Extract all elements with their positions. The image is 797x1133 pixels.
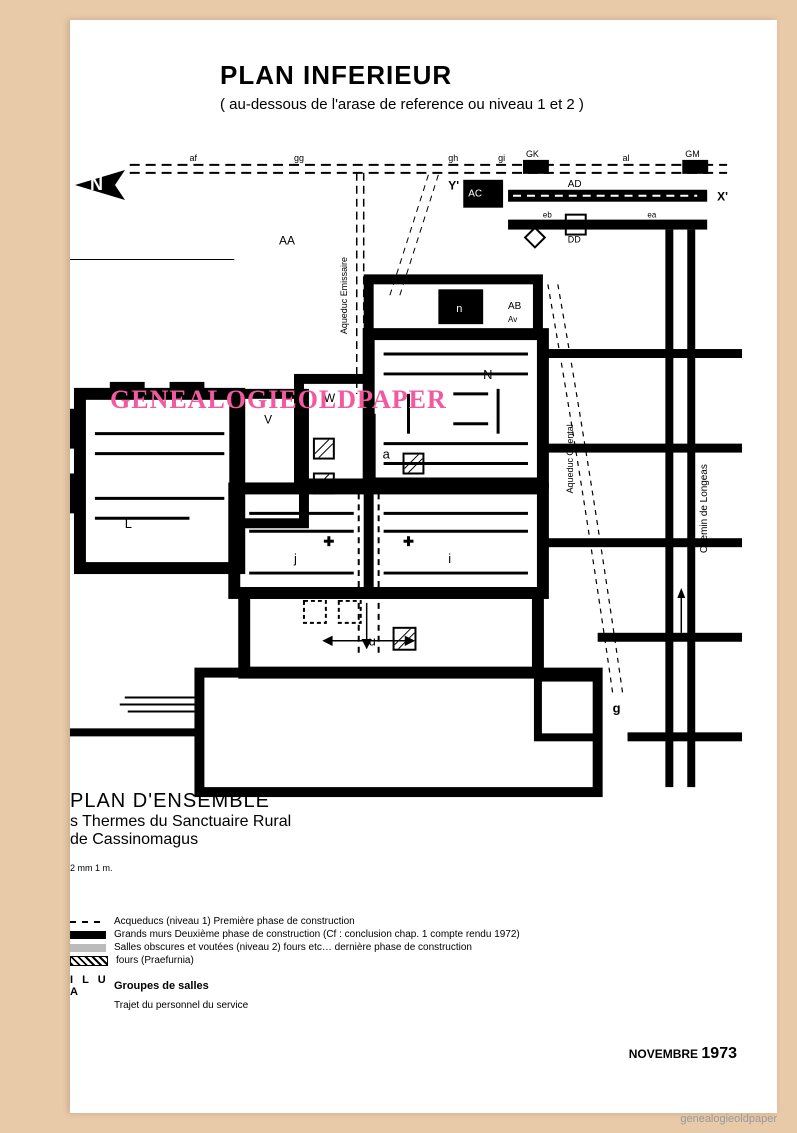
legend-swatch-dash [70,921,106,923]
footer-credit: genealogieoldpaper [680,1113,777,1125]
svg-text:Aqueduc Emissaire: Aqueduc Emissaire [339,257,349,334]
legend-swatch-grey [70,944,106,952]
svg-text:gg: gg [294,153,304,163]
svg-text:n: n [456,303,462,315]
svg-text:a: a [383,447,391,462]
legend: Acqueducs (niveau 1) Première phase de c… [70,916,520,1013]
svg-text:GM: GM [685,149,699,159]
watermark: GENEALOGIEOLDPAPER [110,385,447,415]
svg-text:Av: Av [508,315,517,324]
title-block: PLAN INFERIEUR ( au-dessous de l'arase d… [220,60,737,115]
ensemble-line3: de Cassinomagus [70,831,291,849]
svg-text:X': X' [717,190,728,204]
scale-note: 2 mm 1 m. [70,863,291,873]
ensemble-line1: PLAN D'ENSEMBLE [70,790,291,813]
svg-text:AC: AC [468,189,482,200]
svg-text:AA: AA [279,234,295,248]
svg-text:GK: GK [526,149,539,159]
legend-groups-label: I L U A [70,974,114,998]
svg-text:ea: ea [647,211,656,220]
ensemble-line2: s Thermes du Sanctuaire Rural [70,813,291,831]
svg-text:AB: AB [508,301,522,312]
plan-title: PLAN INFERIEUR [220,60,737,91]
svg-text:DD: DD [568,235,581,245]
svg-text:g: g [613,700,621,715]
legend-swatch-hatch [70,956,108,966]
svg-text:j: j [293,551,297,566]
svg-text:eb: eb [543,211,552,220]
svg-text:AD: AD [568,179,582,190]
svg-text:gi: gi [498,153,505,163]
legend-swatch-thick [70,931,106,939]
svg-text:gh: gh [448,153,458,163]
svg-text:i: i [448,551,451,566]
svg-text:al: al [623,153,630,163]
floor-plan: af gg gh gi al GK GM AC AD X' Y' [70,135,747,903]
date: NOVEMBRE 1973 [629,1045,737,1063]
ensemble-title-block: PLAN D'ENSEMBLE s Thermes du Sanctuaire … [70,790,291,873]
svg-text:Y': Y' [448,179,459,193]
plan-subtitle: ( au-dessous de l'arase de reference ou … [220,95,737,115]
svg-text:af: af [189,153,197,163]
